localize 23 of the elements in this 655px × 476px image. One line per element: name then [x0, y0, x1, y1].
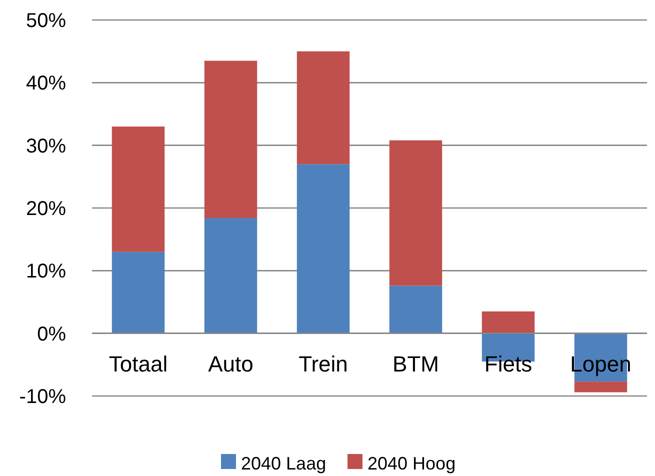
- bar: [389, 286, 442, 334]
- bar: [389, 140, 442, 286]
- bar: [296, 164, 350, 334]
- bar: [204, 218, 258, 334]
- y-tick-label: 20%: [26, 198, 66, 220]
- x-tick-label: BTM: [392, 351, 439, 376]
- legend-label: 2040 Laag: [241, 453, 326, 474]
- x-tick-label: Trein: [298, 351, 348, 376]
- bar: [482, 311, 535, 334]
- legend-label: 2040 Hoog: [368, 453, 456, 474]
- bar: [112, 126, 165, 252]
- y-tick-label: 10%: [26, 260, 66, 283]
- bar: [296, 51, 350, 164]
- x-tick-label: Totaal: [108, 351, 168, 376]
- y-tick-label: -10%: [19, 386, 66, 408]
- bar: [112, 252, 165, 334]
- y-tick-label: 30%: [26, 135, 66, 158]
- y-tick-label: 0%: [37, 323, 66, 346]
- bar: [204, 60, 258, 218]
- x-tick-label: Auto: [208, 351, 254, 376]
- y-tick-label: 40%: [26, 72, 66, 95]
- y-tick-label: 50%: [26, 10, 66, 32]
- bar: [574, 382, 628, 392]
